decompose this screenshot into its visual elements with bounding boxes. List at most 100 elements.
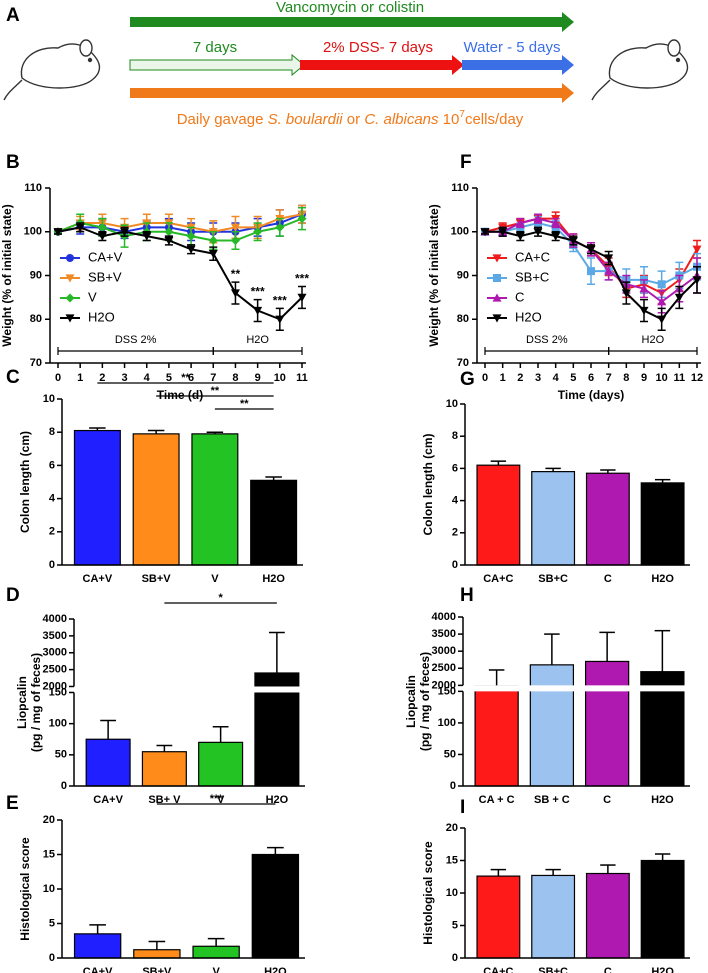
x-tick-label: 7 (606, 372, 612, 384)
y-tick-label: 20 (43, 814, 55, 826)
y-tick-label: 6 (49, 459, 55, 471)
y-tick-label: 8 (49, 426, 55, 438)
phase-bracket (57, 347, 214, 355)
x-tick-label: SB+V (142, 966, 172, 973)
significance-label: *** (295, 272, 309, 286)
data-point (657, 315, 667, 324)
panel-letter: G (460, 369, 475, 390)
y-tick-label: 100 (451, 226, 469, 238)
x-tick-label: 0 (482, 372, 488, 384)
y-tick-label: 20 (446, 822, 458, 834)
x-tick-label: 3 (121, 372, 127, 384)
legend-marker (65, 274, 75, 283)
panel-letter: H (460, 585, 474, 606)
data-point (515, 232, 525, 241)
legend-marker (492, 293, 502, 302)
x-tick-label: V (211, 573, 219, 585)
y-tick-label: 4 (452, 495, 459, 507)
y-tick-label: 4 (49, 493, 56, 505)
bar (585, 472, 630, 566)
y-tick-label: 150 (49, 686, 67, 698)
bar (141, 751, 187, 787)
mouse-right (591, 39, 689, 101)
legend-marker (493, 274, 501, 282)
gavage-part: or (343, 111, 365, 128)
x-tick-label: 9 (255, 372, 261, 384)
data-point (674, 293, 684, 302)
bar (132, 433, 180, 566)
data-point (53, 228, 63, 237)
data-point (297, 214, 307, 224)
series-line (57, 226, 303, 321)
x-tick-label: 8 (623, 372, 629, 384)
data-point (621, 289, 631, 298)
y-tick-label: 80 (457, 313, 469, 325)
x-axis-label: Time (d) (157, 388, 203, 402)
y-tick-label: 0 (49, 952, 55, 964)
y-axis-label: Histological score (421, 841, 435, 945)
data-point (604, 254, 614, 263)
y-tick-label: 4000 (432, 611, 456, 623)
significance-label: ** (231, 267, 241, 281)
significance-label: *** (210, 793, 224, 805)
phase-label: 7 days (193, 39, 237, 56)
axis-break-band (462, 685, 691, 692)
significance-label: *** (273, 293, 287, 307)
phase-label: 2% DSS- 7 days (323, 39, 433, 56)
legend-marker (492, 254, 502, 263)
x-tick-label: 5 (166, 372, 172, 384)
y-tick-label: 0 (450, 780, 456, 792)
mouse-left (3, 39, 101, 101)
y-tick-label: 110 (451, 182, 469, 194)
significance-label: *** (251, 285, 265, 299)
x-tick-label: 1 (500, 372, 506, 384)
x-tick-label: C (604, 966, 612, 973)
y-axis-label: (pg / mg of feces) (418, 652, 432, 751)
data-point (164, 227, 174, 237)
legend-marker (66, 254, 74, 262)
data-point (253, 306, 263, 315)
x-tick-label: V (217, 794, 225, 806)
phase-label: H2O (246, 334, 269, 346)
data-point (253, 227, 263, 237)
x-tick-label: SB + C (534, 794, 570, 806)
y-tick-label: 110 (24, 182, 42, 194)
y-tick-label: 70 (30, 357, 42, 369)
x-tick-label: CA+V (83, 573, 113, 585)
x-tick-label: 4 (553, 372, 560, 384)
y-axis-label: Liopcalin (404, 675, 418, 728)
data-point (97, 232, 107, 241)
x-tick-label: 7 (210, 372, 216, 384)
legend-marker (65, 314, 75, 323)
y-tick-label: 4000 (43, 613, 67, 625)
data-point (568, 236, 578, 245)
legend-label: C (515, 289, 524, 304)
y-axis-label: Colon length (cm) (18, 431, 32, 533)
data-point (639, 306, 649, 315)
data-point (97, 222, 107, 232)
bar (474, 685, 519, 787)
data-point (586, 245, 596, 254)
phase-label: H2O (642, 334, 665, 346)
gavage-label: Daily gavage S. boulardii or C. albicans… (177, 109, 524, 128)
gavage-part: S. boulardii (268, 111, 344, 128)
x-tick-label: CA + C (479, 794, 515, 806)
arrow-gavage (130, 83, 574, 103)
y-tick-label: 100 (438, 717, 456, 729)
x-tick-label: 2 (517, 372, 523, 384)
y-tick-label: 5 (452, 919, 458, 931)
gavage-part: C. albicans (364, 111, 439, 128)
bar (73, 429, 121, 566)
data-point (142, 232, 152, 241)
bar (73, 933, 122, 959)
x-tick-label: 8 (232, 372, 238, 384)
significance-label: ** (240, 398, 249, 410)
y-tick-label: 2 (452, 527, 458, 539)
y-tick-label: 2500 (432, 662, 456, 674)
bar (251, 853, 300, 959)
y-axis-label: Liopcalin (15, 676, 29, 729)
x-tick-label: 3 (535, 372, 541, 384)
y-tick-label: 0 (49, 559, 55, 571)
bar (640, 859, 685, 959)
data-point (120, 228, 130, 237)
